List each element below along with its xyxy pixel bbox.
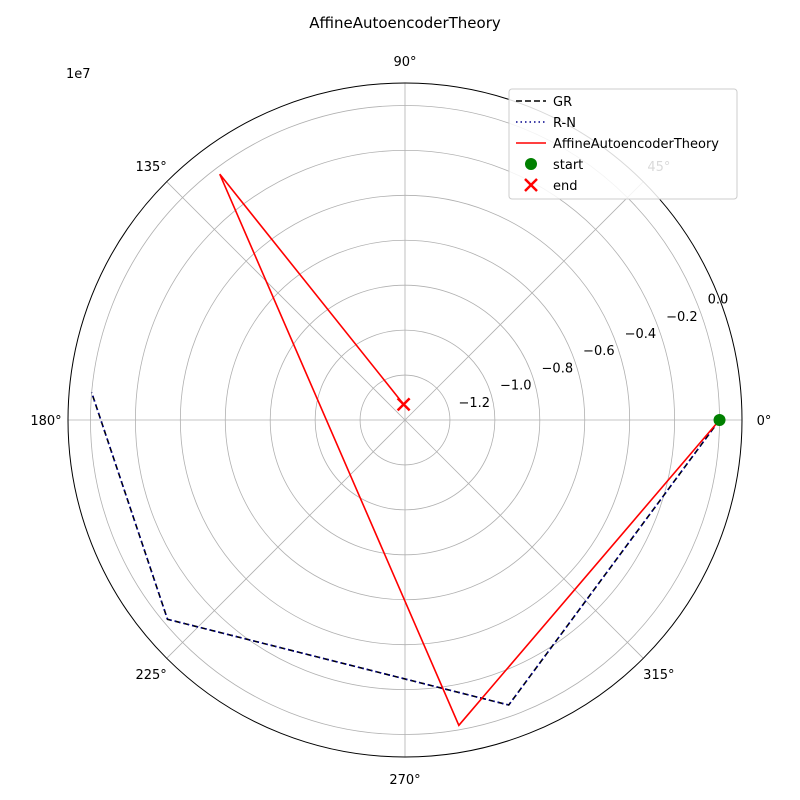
legend-label: AffineAutoencoderTheory xyxy=(553,137,719,152)
angular-tick-label: 225° xyxy=(135,668,166,683)
legend-label: GR xyxy=(553,95,572,110)
legend: GR R-N AffineAutoencoderTheory start end xyxy=(508,88,738,200)
polar-spine xyxy=(67,82,743,758)
radial-tick-label: −0.2 xyxy=(666,310,698,325)
legend-label: end xyxy=(553,179,578,194)
legend-label: R-N xyxy=(553,116,576,131)
end-marker xyxy=(396,397,411,412)
angular-grid-line xyxy=(404,419,644,659)
legend-swatch xyxy=(524,178,538,192)
legend-item: GR xyxy=(516,95,572,110)
legend-swatch xyxy=(525,158,537,170)
legend-item: R-N xyxy=(516,116,576,131)
series-layer xyxy=(90,173,721,727)
angular-grid-line xyxy=(166,181,406,421)
radial-tick-label: −1.0 xyxy=(500,379,532,394)
marker-layer xyxy=(396,397,726,426)
chart-title: AffineAutoencoderTheory xyxy=(309,14,501,32)
angular-tick-label: 270° xyxy=(389,773,420,788)
series-line xyxy=(219,173,721,727)
radial-tick-label: −1.2 xyxy=(459,396,491,411)
start-marker xyxy=(713,414,726,426)
legend-box xyxy=(508,88,738,200)
angular-tick-label: 180° xyxy=(30,414,61,429)
angular-grid-line xyxy=(166,419,406,659)
radial-tick-label: −0.4 xyxy=(625,327,657,342)
legend-label: start xyxy=(553,158,583,173)
radial-tick-label: −0.6 xyxy=(583,344,615,359)
angular-grid-line xyxy=(404,181,644,421)
radial-tick-label: −0.8 xyxy=(542,361,574,376)
angular-tick-label: 0° xyxy=(757,414,772,429)
legend-item: end xyxy=(524,178,578,194)
legend-item: start xyxy=(525,158,583,173)
legend-item: AffineAutoencoderTheory xyxy=(516,137,719,152)
angular-tick-label: 315° xyxy=(643,668,674,683)
radial-tick-label: 0.0 xyxy=(708,293,729,308)
series-line xyxy=(90,392,721,706)
angular-tick-label: 90° xyxy=(393,55,416,70)
angular-tick-label: 135° xyxy=(135,160,166,175)
series-line xyxy=(90,392,721,706)
radial-offset-label: 1e7 xyxy=(66,67,91,82)
